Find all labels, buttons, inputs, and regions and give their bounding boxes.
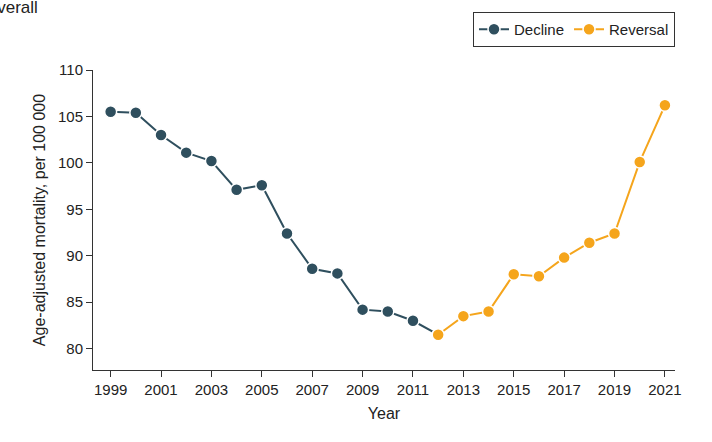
svg-text:90: 90 [66,247,83,264]
svg-text:2015: 2015 [497,381,530,398]
svg-text:2001: 2001 [144,381,177,398]
svg-text:1999: 1999 [94,381,127,398]
svg-text:105: 105 [58,108,83,125]
svg-text:Overall: Overall [0,0,38,17]
svg-text:2007: 2007 [296,381,329,398]
svg-text:2017: 2017 [547,381,580,398]
svg-text:2009: 2009 [346,381,379,398]
svg-text:80: 80 [66,340,83,357]
svg-text:Reversal: Reversal [609,21,668,38]
svg-text:2019: 2019 [598,381,631,398]
svg-text:2011: 2011 [397,381,429,398]
svg-text:95: 95 [66,201,83,218]
svg-text:2021: 2021 [648,381,681,398]
svg-text:2005: 2005 [245,381,278,398]
svg-text:2013: 2013 [447,381,480,398]
svg-text:2003: 2003 [195,381,228,398]
svg-text:Year: Year [368,405,401,422]
svg-text:110: 110 [59,61,83,78]
svg-text:100: 100 [58,154,83,171]
svg-text:Age-adjusted mortality, per 10: Age-adjusted mortality, per 100 000 [31,94,48,346]
svg-text:85: 85 [66,293,83,310]
svg-text:Decline: Decline [514,21,564,38]
